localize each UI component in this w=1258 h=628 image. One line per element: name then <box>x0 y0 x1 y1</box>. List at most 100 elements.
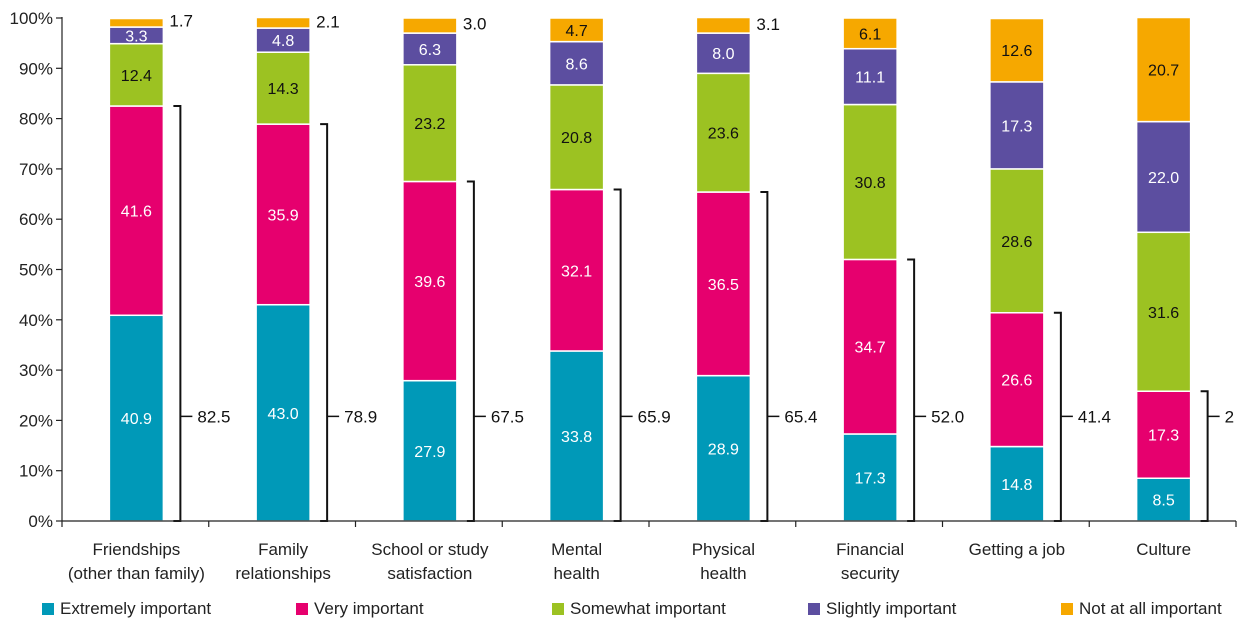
data-label: 4.8 <box>272 33 294 50</box>
data-label: 34.7 <box>855 340 886 357</box>
y-tick-label: 30% <box>19 361 53 380</box>
data-label: 30.8 <box>855 175 886 192</box>
bar-segment <box>255 16 311 29</box>
category-label: Getting a job <box>969 540 1065 559</box>
total-bracket <box>320 123 329 522</box>
data-label: 33.8 <box>561 429 592 446</box>
bar-segment <box>842 47 898 106</box>
category-label: security <box>841 564 900 583</box>
data-label: 17.3 <box>855 470 886 487</box>
data-label: 43.0 <box>268 406 299 423</box>
y-tick-label: 10% <box>19 462 53 481</box>
bar-segment <box>402 64 458 183</box>
bar-segment <box>695 374 752 522</box>
bar-segment <box>255 51 311 125</box>
total-bracket <box>1053 311 1062 522</box>
data-label: 11.1 <box>855 70 885 87</box>
total-bracket <box>760 191 769 522</box>
legend-label: Extremely important <box>60 599 211 618</box>
data-label: 27.9 <box>414 444 445 461</box>
total-bracket <box>466 180 475 522</box>
outside-data-label: 1.7 <box>169 11 193 30</box>
bar-segment <box>842 17 898 50</box>
y-tick-label: 20% <box>19 411 53 430</box>
bracket-total-label: 78.9 <box>344 407 377 426</box>
data-label: 39.6 <box>414 274 445 291</box>
data-label: 3.3 <box>125 28 147 45</box>
data-label: 35.9 <box>268 207 299 224</box>
total-bracket <box>173 105 182 522</box>
bracket-total-label: 2 <box>1225 407 1234 426</box>
bars: 40.9 41.6 12.4 3.3 1.7 82.5 43.0 35.9 14.3 4.8 2.1… <box>108 11 1234 522</box>
data-label: 6.1 <box>859 26 881 43</box>
category-label: relationships <box>235 564 330 583</box>
bar-segment <box>695 72 752 193</box>
bar-segment <box>989 17 1045 83</box>
category-label: Family <box>258 540 309 559</box>
y-tick-label: 0% <box>28 512 53 531</box>
y-tick-label: 90% <box>19 59 53 78</box>
bar-segment <box>1135 120 1192 234</box>
data-label: 32.1 <box>561 263 592 280</box>
category-label: School or study <box>371 540 489 559</box>
y-axis: 0% 10% 20% 30% 40% 50% 60% 70% 80% 90% 100% <box>10 9 63 531</box>
bar-segment <box>255 123 311 306</box>
data-label: 6.3 <box>419 42 441 59</box>
bar-segment <box>1135 390 1192 479</box>
bar-segment <box>548 188 605 352</box>
y-tick-label: 60% <box>19 210 53 229</box>
category-label: Financial <box>836 540 904 559</box>
data-label: 12.6 <box>1001 43 1032 60</box>
legend-label: Somewhat important <box>570 599 726 618</box>
category-label: (other than family) <box>68 564 205 583</box>
outside-data-label: 3.0 <box>463 15 487 34</box>
data-label: 20.8 <box>561 130 592 147</box>
category-label: satisfaction <box>387 564 472 583</box>
bar-segment <box>402 379 458 522</box>
bar-segment <box>255 303 311 522</box>
data-label: 28.6 <box>1001 234 1032 251</box>
legend-swatch <box>296 603 308 615</box>
data-label: 8.5 <box>1153 493 1175 510</box>
data-label: 36.5 <box>708 277 739 294</box>
bar-segment <box>989 81 1045 170</box>
category-label: Culture <box>1136 540 1191 559</box>
y-tick-label: 50% <box>19 261 53 280</box>
bar-segment <box>108 314 165 522</box>
data-label: 17.3 <box>1001 118 1032 135</box>
total-bracket <box>1200 390 1209 522</box>
legend-swatch <box>42 603 54 615</box>
x-axis: Friendships (other than family) Family rela… <box>61 520 1237 583</box>
bar-segment <box>989 312 1045 448</box>
legend-label: Not at all important <box>1079 599 1222 618</box>
category-label: Physical <box>692 540 755 559</box>
legend-label: Very important <box>314 599 424 618</box>
bar-segment <box>402 180 458 382</box>
bar-segment <box>1135 16 1192 123</box>
y-tick-label: 70% <box>19 160 53 179</box>
data-label: 8.6 <box>566 56 588 73</box>
outside-data-label: 2.1 <box>316 12 340 31</box>
bar-segment <box>548 40 605 86</box>
data-label: 12.4 <box>121 68 152 85</box>
legend: Extremely important Very important Somewha… <box>42 599 1222 618</box>
data-label: 40.9 <box>121 411 152 428</box>
bracket-total-label: 65.9 <box>638 407 671 426</box>
data-label: 23.6 <box>708 126 739 143</box>
data-label: 14.3 <box>268 81 299 98</box>
legend-swatch <box>1061 603 1073 615</box>
data-label: 20.7 <box>1148 63 1179 80</box>
data-label: 22.0 <box>1148 170 1179 187</box>
bracket-total-label: 41.4 <box>1078 407 1111 426</box>
total-bracket <box>907 258 916 522</box>
bar-segment <box>695 32 752 75</box>
legend-label: Slightly important <box>826 599 957 618</box>
bracket-total-label: 65.4 <box>784 407 817 426</box>
bracket-total-label: 67.5 <box>491 407 524 426</box>
data-label: 17.3 <box>1148 428 1179 445</box>
y-tick-label: 80% <box>19 110 53 129</box>
data-label: 41.6 <box>121 204 152 221</box>
legend-swatch <box>552 603 564 615</box>
category-label: health <box>700 564 746 583</box>
